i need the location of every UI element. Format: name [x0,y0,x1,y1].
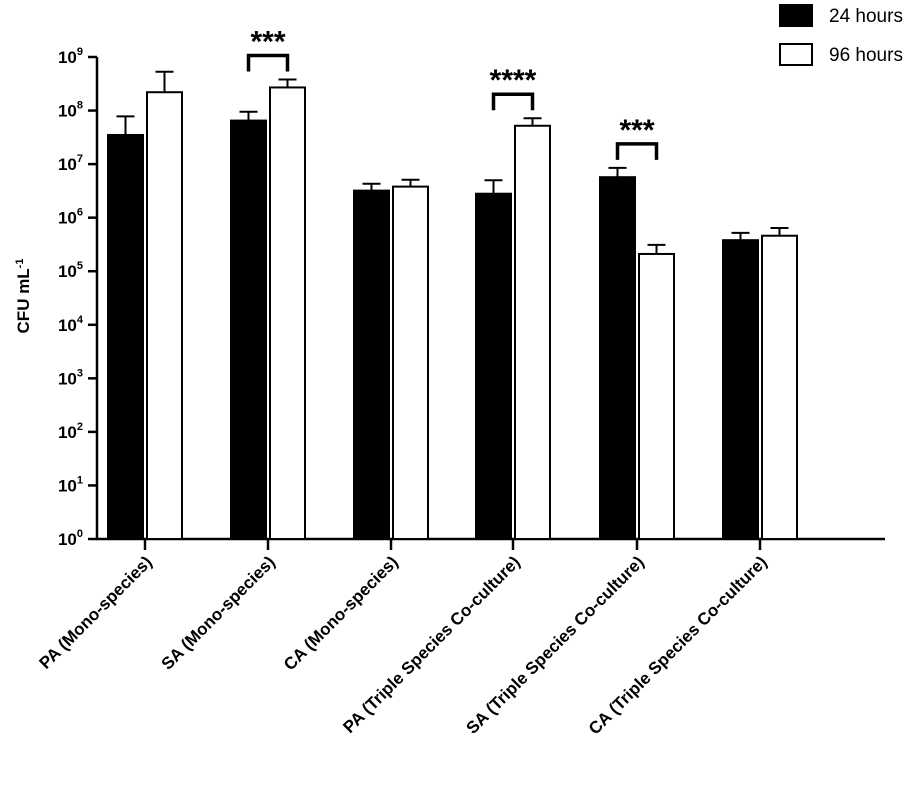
legend-label: 96 hours [829,45,903,66]
y-tick-label-base: 10 [58,262,77,281]
significance-label: *** [619,114,654,147]
y-tick-label-base: 10 [58,209,77,228]
y-tick-label-exponent: 2 [77,421,83,433]
bar [353,189,390,541]
y-tick-label: 102 [58,421,83,442]
y-tick-label-base: 10 [58,530,77,549]
significance-annotations: ********** [246,26,659,160]
y-tick-label: 109 [58,46,83,67]
x-category-label: SA (Mono-species) [158,552,279,673]
y-tick-label: 106 [58,207,83,228]
y-tick-label-base: 10 [58,369,77,388]
y-tick-label: 103 [58,367,83,388]
bar [722,239,759,540]
y-tick-label-exponent: 1 [77,474,83,486]
y-tick-label: 101 [58,474,83,495]
significance-label: **** [490,64,537,97]
x-category-label: CA (Mono-species) [280,552,402,674]
x-axis: PA (Mono-species) SA (Mono-species) CA (Mo… [36,537,885,738]
legend-swatch [779,4,813,27]
bar [107,133,144,541]
bar [761,234,798,541]
error-bars [116,70,789,254]
significance-bracket [615,142,659,160]
y-tick-label: 108 [58,100,83,121]
y-axis-title: CFU mL-1 [14,259,33,334]
legend-label: 24 hours [829,6,903,27]
y-tick-label-exponent: 0 [77,528,83,540]
y-tick-label-exponent: 5 [77,260,83,272]
bar [638,252,675,541]
bar [514,124,551,540]
y-tick-label: 107 [58,153,83,174]
y-tick-label-exponent: 9 [77,46,83,58]
y-tick-label: 104 [58,314,84,335]
y-tick-label-base: 10 [58,155,77,174]
y-tick-label-exponent: 6 [77,207,83,219]
bar [475,192,512,540]
y-tick-label: 100 [58,528,83,549]
significance-bracket [246,53,290,72]
y-tick-label-base: 10 [58,423,77,442]
y-axis-title-superscript: -1 [14,259,26,269]
bar [599,176,636,540]
x-category-label: PA (Mono-species) [36,552,156,672]
y-tick-label-exponent: 8 [77,100,83,112]
y-tick-label-base: 10 [58,476,77,495]
y-tick-label-exponent: 7 [77,153,83,165]
y-tick-label: 105 [58,260,83,281]
bar [269,86,306,540]
bar [146,91,183,540]
significance-bracket [491,92,535,111]
bar [392,185,429,540]
y-tick-label-exponent: 4 [77,314,84,326]
bar [230,119,267,541]
legend: 24 hours 96 hours [779,4,903,66]
y-tick-label-base: 10 [58,316,77,335]
y-tick-label-exponent: 3 [77,367,83,379]
bars [107,86,798,541]
y-tick-label-base: 10 [58,48,77,67]
y-axis-title-text: CFU mL [14,268,33,333]
y-tick-label-base: 10 [58,102,77,121]
significance-label: *** [250,26,285,59]
legend-swatch [779,43,813,66]
